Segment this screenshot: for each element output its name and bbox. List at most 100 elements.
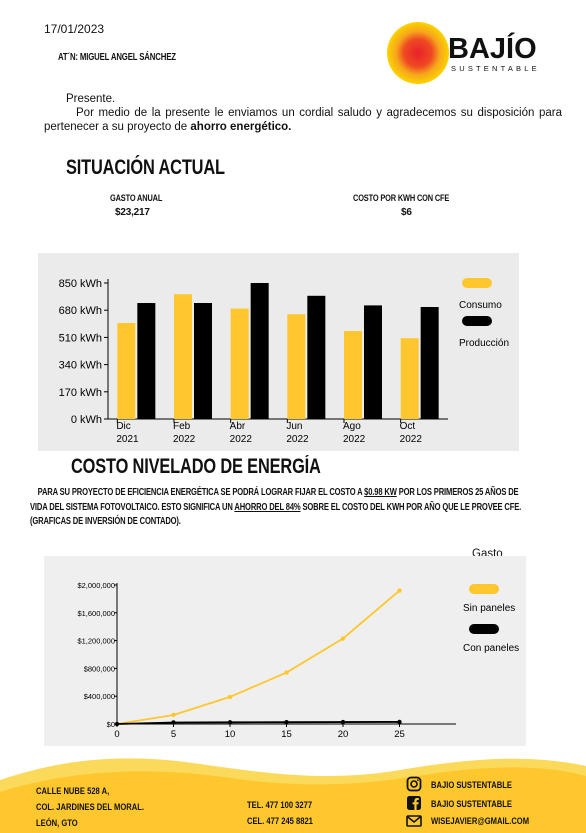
bar-produccin (194, 303, 212, 419)
x-tick-label: 2021 (116, 434, 139, 445)
greeting: Presente. (66, 93, 116, 105)
y-tick-label: 850 kWh (59, 278, 102, 290)
letter-text: Por medio de la presente le enviamos un … (44, 107, 562, 133)
costo-paragraph: PARA SU PROYECTO DE EFICIENCIA ENERGÉTIC… (30, 486, 562, 530)
legend-swatch (469, 584, 499, 594)
document-date: 17/01/2023 (44, 22, 105, 36)
bar-produccin (420, 307, 439, 419)
letter-body: Presente. Por medio de la presente le en… (44, 92, 562, 134)
address-line-2: COL. JARDINES DEL MORAL. (36, 802, 144, 813)
costo-kwh-label: COSTO POR KWH CON CFE (353, 193, 450, 204)
x-tick-label: 2022 (286, 434, 309, 445)
bar-consumo (400, 338, 419, 419)
logo-name: BAJÍO (448, 31, 537, 65)
data-point-conpaneles (397, 719, 402, 725)
costo-text: POR LOS PRIMEROS 25 AÑOS DE (396, 487, 519, 498)
legend-label: Sin paneles (463, 603, 515, 614)
bar-consumo (287, 314, 306, 419)
y-tick-label: $400,000 (84, 692, 115, 701)
x-tick-label: 15 (281, 729, 292, 740)
data-point-conpaneles (284, 719, 289, 725)
bar-produccin (137, 303, 156, 419)
x-tick-label: 2022 (343, 434, 366, 445)
logo-sun-icon (387, 22, 449, 84)
y-tick-label: 0 kWh (71, 414, 102, 426)
y-tick-label: 340 kWh (59, 360, 102, 372)
bar-produccin (307, 295, 326, 419)
gasto-anual-label: GASTO ANUAL (110, 193, 163, 204)
x-tick-label: Abr (230, 421, 246, 432)
legend-label: Producción (459, 338, 509, 349)
x-tick-label: 0 (114, 729, 119, 740)
gasto-anual-value: $23,217 (115, 207, 150, 218)
bar-produccin (364, 305, 382, 419)
costo-line-1: PARA SU PROYECTO DE EFICIENCIA ENERGÉTIC… (30, 486, 562, 501)
phone-cel: CEL. 477 245 8821 (247, 816, 313, 827)
instagram-handle[interactable]: BAJIO SUSTENTABLE (431, 780, 512, 791)
y-tick-label: $2,000,000 (77, 581, 115, 590)
x-tick-label: 5 (171, 729, 176, 740)
instagram-icon[interactable] (406, 776, 422, 792)
x-tick-label: Dic (116, 421, 130, 432)
phone-tel: TEL. 477 100 3277 (247, 800, 313, 811)
x-tick-label: Ago (343, 421, 361, 432)
data-point-conpaneles (340, 719, 346, 725)
series-line-conpaneles (116, 721, 400, 725)
data-point-sinpaneles (171, 712, 176, 718)
section-title-costo-nivelado: COSTO NIVELADO DE ENERGÍA (71, 455, 321, 478)
x-tick-label: 2022 (230, 434, 253, 445)
y-tick-label: 680 kWh (59, 305, 102, 317)
series-line-sinpaneles (116, 589, 401, 725)
company-logo: BAJÍO SUSTENTABLE (387, 22, 540, 84)
facebook-handle[interactable]: BAJIO SUSTENTABLE (431, 799, 512, 810)
x-tick-label: Oct (400, 421, 416, 432)
x-tick-label: Jun (286, 421, 302, 432)
legend-label: Consumo (459, 300, 502, 311)
legend-swatch (462, 278, 492, 288)
costo-text: VIDA DEL SISTEMA FOTOVOLTAICO. ESTO SIGN… (30, 501, 235, 513)
data-point-sinpaneles (227, 694, 233, 700)
y-tick-label: $1,600,000 (77, 609, 115, 618)
data-point-sinpaneles (284, 670, 289, 675)
facebook-icon[interactable] (406, 795, 422, 811)
footer-wave (0, 758, 586, 833)
data-point-sinpaneles (340, 636, 346, 641)
legend-swatch (469, 624, 499, 634)
y-tick-label: 510 kWh (59, 332, 102, 344)
legend-swatch (462, 316, 492, 326)
x-tick-label: 10 (225, 729, 236, 740)
email-address[interactable]: WISEJAVIER@GMAIL.COM (431, 816, 530, 827)
data-point-sinpaneles (397, 588, 402, 593)
address-line-3: LEÓN, GTO (36, 818, 78, 829)
costo-line-2: VIDA DEL SISTEMA FOTOVOLTAICO. ESTO SIGN… (30, 501, 562, 516)
data-point-conpaneles (227, 720, 233, 725)
costo-line-3: (GRAFICAS DE INVERSIÓN DE CONTADO). (30, 516, 181, 527)
bar-consumo (117, 323, 136, 419)
gasto-chart-panel (44, 556, 526, 746)
logo-tagline: SUSTENTABLE (451, 64, 540, 73)
x-tick-label: Feb (173, 421, 191, 432)
y-tick-label: 170 kWh (59, 387, 102, 399)
costo-kwh-value: $6 (401, 207, 412, 218)
legend-label: Con paneles (463, 643, 519, 654)
letter-paragraph: Por medio de la presente le enviamos un … (44, 106, 562, 134)
email-icon[interactable] (406, 813, 422, 829)
address-line-1: CALLE NUBE 528 A, (36, 786, 110, 797)
bar-consumo (174, 294, 192, 419)
bar-consumo (344, 331, 362, 419)
ahorro-percentage: AHORRO DEL 84% (234, 501, 301, 513)
x-tick-label: 25 (394, 729, 405, 740)
section-title-situacion: SITUACIÓN ACTUAL (66, 156, 225, 179)
attention-line: AT´N: MIGUEL ANGEL SÁNCHEZ (58, 52, 176, 63)
costo-fixed-value: $0.98 KW (364, 487, 397, 498)
x-tick-label: 2022 (173, 434, 196, 445)
gasto-line-chart: $0 $400,000 $800,000 $1,200,000 $1,600,000 $2… (77, 581, 519, 740)
x-tick-label: 20 (338, 729, 349, 740)
energy-bar-chart: 0 kWh 170 kWh 340 kWh 510 kWh 680 kWh 850 kWh… (59, 278, 509, 445)
y-tick-label: $800,000 (84, 664, 115, 673)
data-point-conpaneles (171, 720, 176, 725)
y-tick-label: $0 (107, 720, 115, 729)
costo-text: PARA SU PROYECTO DE EFICIENCIA ENERGÉTIC… (37, 487, 365, 498)
data-point-conpaneles (114, 721, 120, 727)
y-tick-label: $1,200,000 (77, 637, 115, 646)
